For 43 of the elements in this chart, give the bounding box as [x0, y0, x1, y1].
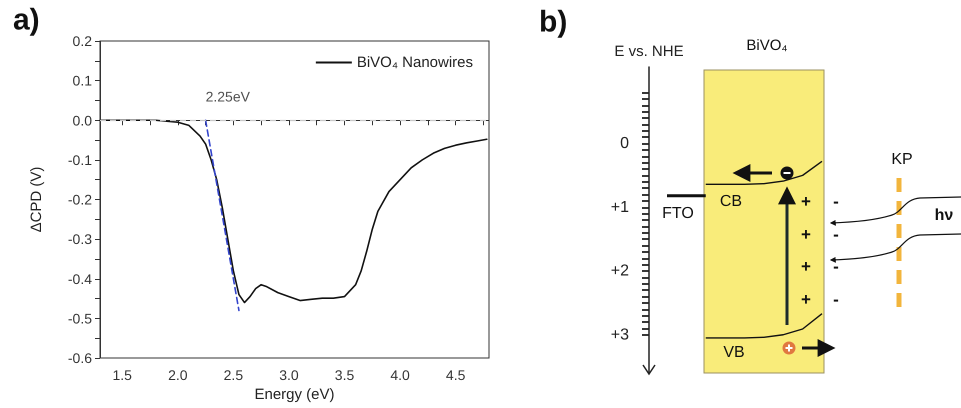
x-tick-label: 4.0: [390, 367, 410, 383]
y-tick-label: -0.1: [68, 152, 92, 168]
y-tick-label: 0.2: [72, 33, 92, 49]
text: BiVO₄: [746, 37, 788, 54]
annotation: +: [801, 225, 812, 244]
y-axis-title: ΔCPD (V): [28, 166, 45, 232]
chart-title: b): [539, 6, 568, 38]
x-tick-label: 2.0: [168, 367, 188, 383]
y-tick-label: -0.6: [68, 350, 92, 366]
series-label: VB: [723, 344, 745, 361]
y-tick-label: +1: [610, 198, 630, 216]
y-tick-label: 0.0: [72, 112, 92, 128]
line-series: [705, 160, 823, 185]
y-tick-label: -0.3: [68, 231, 92, 248]
x-tick-label: 3.0: [279, 367, 299, 383]
y-tick-label: 0.1: [72, 72, 92, 89]
y-tick-label: +2: [610, 262, 630, 280]
x-tick-label: 2.5: [224, 367, 244, 383]
legend-label: BiVO₄ Nanowires: [356, 54, 474, 71]
annotation: +: [801, 290, 812, 309]
x-tick-label: 3.5: [334, 367, 354, 383]
annotation: +: [801, 192, 812, 211]
text: -: [833, 225, 839, 244]
annotation: +: [801, 257, 812, 276]
y-tick-label: -0.4: [68, 270, 92, 287]
text: hν: [934, 207, 954, 224]
y-tick-label: -0.5: [68, 310, 92, 326]
x-tick-label: 1.5: [112, 367, 132, 383]
y-tick-label: +3: [610, 326, 630, 344]
x-tick-label: 4.5: [446, 367, 466, 383]
series-label: CB: [720, 193, 742, 210]
text: -: [833, 192, 839, 211]
text: -: [833, 290, 839, 309]
x-axis-title: Energy (eV): [254, 386, 335, 403]
chart-title: a): [13, 4, 40, 36]
text: -: [833, 257, 839, 276]
series-label: FTO: [662, 205, 694, 222]
y-tick-label: -0.2: [68, 192, 92, 208]
annotation: 2.25eV: [206, 88, 251, 104]
text: KP: [891, 151, 913, 168]
y-tick-label: 0: [620, 135, 630, 152]
line-series: [705, 313, 823, 339]
y-axis-title: E vs. NHE: [614, 43, 684, 60]
